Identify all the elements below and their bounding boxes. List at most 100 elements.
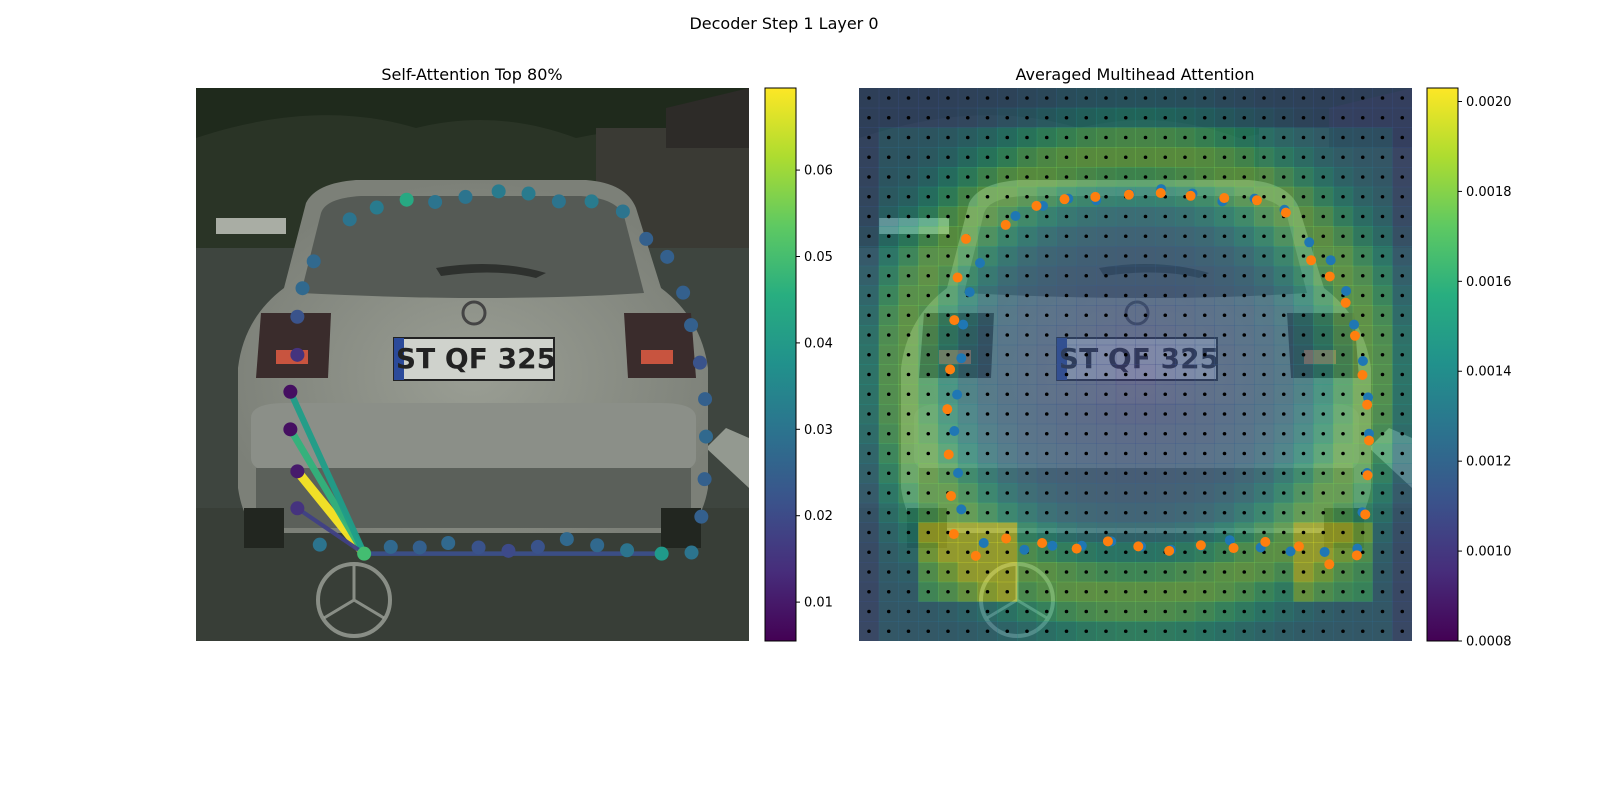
keypoint-18 [694, 509, 709, 524]
attention-edge-4 [295, 506, 367, 556]
left-keypoints [283, 184, 713, 561]
figure-suptitle: Decoder Step 1 Layer 0 [689, 14, 878, 33]
keypoint-22 [590, 538, 605, 553]
right-panel-title: Averaged Multihead Attention [1016, 65, 1255, 84]
left-plate-text: ST QF 325 [396, 342, 556, 375]
keypoint-28 [412, 540, 427, 555]
keypoint-19 [684, 545, 699, 560]
orange-keypoint-1 [1031, 200, 1042, 211]
orange-keypoint-22 [1260, 536, 1271, 547]
keypoint-26 [471, 540, 486, 555]
orange-keypoint-33 [946, 490, 957, 501]
keypoint-32 [290, 501, 305, 516]
keypoint-36 [290, 347, 305, 362]
keypoint-14 [692, 355, 707, 370]
left-panel-title: Self-Attention Top 80% [381, 65, 562, 84]
left-panel: Self-Attention Top 80% ST QF 325 [196, 65, 749, 641]
orange-keypoint-37 [949, 315, 960, 326]
orange-keypoint-17 [1362, 470, 1373, 481]
blue-keypoint-29 [1047, 540, 1058, 551]
blue-keypoint-30 [1019, 544, 1030, 555]
orange-keypoint-12 [1340, 297, 1351, 308]
keypoint-3 [428, 194, 443, 209]
left-colorbar-tick-label: 0.01 [804, 596, 833, 611]
orange-keypoint-32 [948, 529, 959, 540]
blue-keypoint-11 [1325, 255, 1336, 266]
blue-keypoint-20 [1319, 546, 1330, 557]
keypoint-34 [283, 422, 298, 437]
blue-keypoint-31 [978, 538, 989, 548]
blue-keypoint-23 [1224, 535, 1235, 546]
right-colorbar-tick-label: 0.0016 [1466, 275, 1512, 290]
blue-keypoint-33 [953, 468, 964, 478]
keypoint-30 [357, 546, 372, 561]
orange-keypoint-7 [1219, 193, 1230, 204]
keypoint-20 [654, 546, 669, 561]
orange-keypoint-19 [1351, 550, 1362, 561]
orange-keypoint-27 [1102, 536, 1113, 547]
right-colorbar-tick-label: 0.0008 [1466, 635, 1512, 650]
orange-keypoint-38 [952, 272, 963, 283]
right-colorbar-tick-label: 0.0020 [1466, 95, 1512, 110]
orange-keypoint-23 [1228, 543, 1239, 554]
blue-keypoint-14 [1357, 356, 1368, 366]
orange-keypoint-3 [1090, 191, 1101, 202]
orange-keypoint-10 [1306, 255, 1317, 266]
blue-keypoint-36 [956, 353, 967, 364]
blue-keypoint-15 [1363, 392, 1374, 403]
keypoint-10 [639, 231, 654, 246]
orange-keypoint-31 [970, 550, 981, 561]
grid-dots [867, 96, 1405, 634]
right-colorbar-tick-label: 0.0014 [1466, 365, 1512, 380]
right-car-image: ST QF 325 [859, 88, 1412, 641]
attention-edge-2 [287, 388, 368, 557]
keypoint-27 [441, 536, 456, 550]
keypoint-4 [458, 189, 473, 204]
blue-keypoint-12 [1341, 286, 1352, 296]
orange-keypoint-21 [1293, 541, 1304, 552]
orange-keypoint-5 [1155, 188, 1166, 198]
orange-keypoint-25 [1164, 545, 1175, 556]
orange-keypoint-29 [1037, 538, 1048, 548]
orange-keypoint-18 [1360, 509, 1371, 520]
keypoint-1 [369, 200, 384, 215]
keypoint-2 [399, 192, 414, 207]
right-colorbar-tick-label: 0.0018 [1466, 185, 1512, 200]
blue-keypoint-0 [1010, 210, 1021, 221]
orange-keypoint-34 [943, 449, 954, 460]
keypoint-39 [306, 254, 321, 269]
attention-heatmap [859, 88, 1412, 641]
keypoint-37 [290, 309, 305, 324]
keypoint-33 [290, 464, 305, 479]
keypoint-38 [295, 281, 310, 296]
keypoint-6 [521, 186, 536, 201]
keypoint-24 [530, 539, 545, 554]
left-colorbar-tick-label: 0.02 [804, 509, 833, 524]
blue-keypoint-13 [1349, 319, 1360, 330]
blue-keypoint-38 [964, 287, 975, 298]
left-colorbar-tick-label: 0.06 [804, 164, 833, 179]
blue-keypoint-10 [1304, 237, 1315, 248]
keypoint-31 [312, 537, 327, 552]
keypoint-16 [699, 429, 713, 444]
right-panel: Averaged Multihead Attention ST QF 325 [859, 65, 1412, 641]
orange-keypoint-0 [1000, 219, 1011, 230]
right-colorbar-ticks: 0.0008 0.0010 0.0012 0.0014 0.0016 0.0018 0.00… [1458, 95, 1512, 650]
keypoint-35 [283, 384, 298, 399]
keypoint-9 [615, 204, 630, 219]
orange-keypoint-39 [960, 233, 971, 244]
keypoint-11 [660, 249, 675, 264]
orange-keypoint-14 [1357, 370, 1368, 380]
keypoint-8 [584, 194, 599, 209]
right-colorbar: 0.0008 0.0010 0.0012 0.0014 0.0016 0.0018 0.00… [1426, 87, 1512, 650]
orange-keypoint-26 [1133, 541, 1144, 552]
left-car-image: ST QF 325 [196, 88, 749, 641]
keypoint-13 [684, 318, 699, 333]
orange-keypoint-2 [1059, 194, 1070, 205]
orange-keypoint-9 [1280, 207, 1291, 218]
blue-keypoint-37 [958, 319, 969, 330]
left-colorbar-ticks: 0.01 0.02 0.03 0.04 0.05 0.06 [796, 164, 833, 611]
blue-keypoint-39 [974, 258, 985, 268]
orange-keypoint-36 [945, 364, 956, 375]
